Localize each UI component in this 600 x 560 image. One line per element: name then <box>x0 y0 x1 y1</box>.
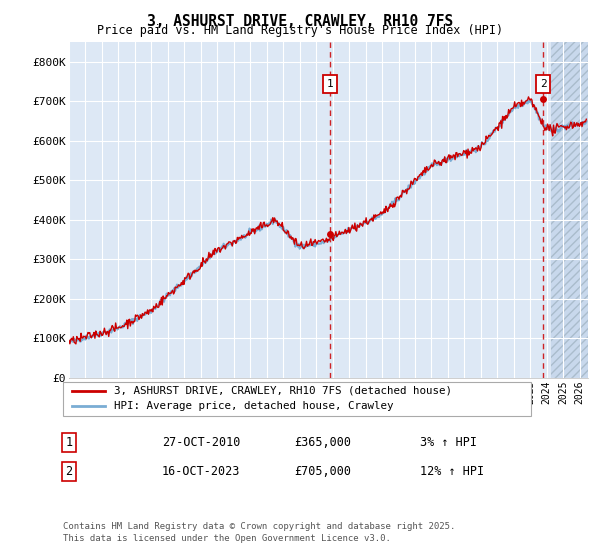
Bar <box>551 42 588 378</box>
Text: £705,000: £705,000 <box>294 465 351 478</box>
Text: 3, ASHURST DRIVE, CRAWLEY, RH10 7FS (detached house): 3, ASHURST DRIVE, CRAWLEY, RH10 7FS (det… <box>114 386 452 396</box>
Bar <box>551 42 588 378</box>
Text: 3, ASHURST DRIVE, CRAWLEY, RH10 7FS: 3, ASHURST DRIVE, CRAWLEY, RH10 7FS <box>147 14 453 29</box>
Text: 1: 1 <box>326 79 333 89</box>
Text: 3% ↑ HPI: 3% ↑ HPI <box>420 436 477 449</box>
Text: Price paid vs. HM Land Registry's House Price Index (HPI): Price paid vs. HM Land Registry's House … <box>97 24 503 37</box>
Text: This data is licensed under the Open Government Licence v3.0.: This data is licensed under the Open Gov… <box>63 534 391 543</box>
Text: 1: 1 <box>65 436 73 449</box>
Text: HPI: Average price, detached house, Crawley: HPI: Average price, detached house, Craw… <box>114 402 394 412</box>
Text: 16-OCT-2023: 16-OCT-2023 <box>162 465 241 478</box>
Text: 27-OCT-2010: 27-OCT-2010 <box>162 436 241 449</box>
Text: 12% ↑ HPI: 12% ↑ HPI <box>420 465 484 478</box>
Text: 2: 2 <box>540 79 547 89</box>
Text: 2: 2 <box>65 465 73 478</box>
Text: Contains HM Land Registry data © Crown copyright and database right 2025.: Contains HM Land Registry data © Crown c… <box>63 522 455 531</box>
Text: £365,000: £365,000 <box>294 436 351 449</box>
